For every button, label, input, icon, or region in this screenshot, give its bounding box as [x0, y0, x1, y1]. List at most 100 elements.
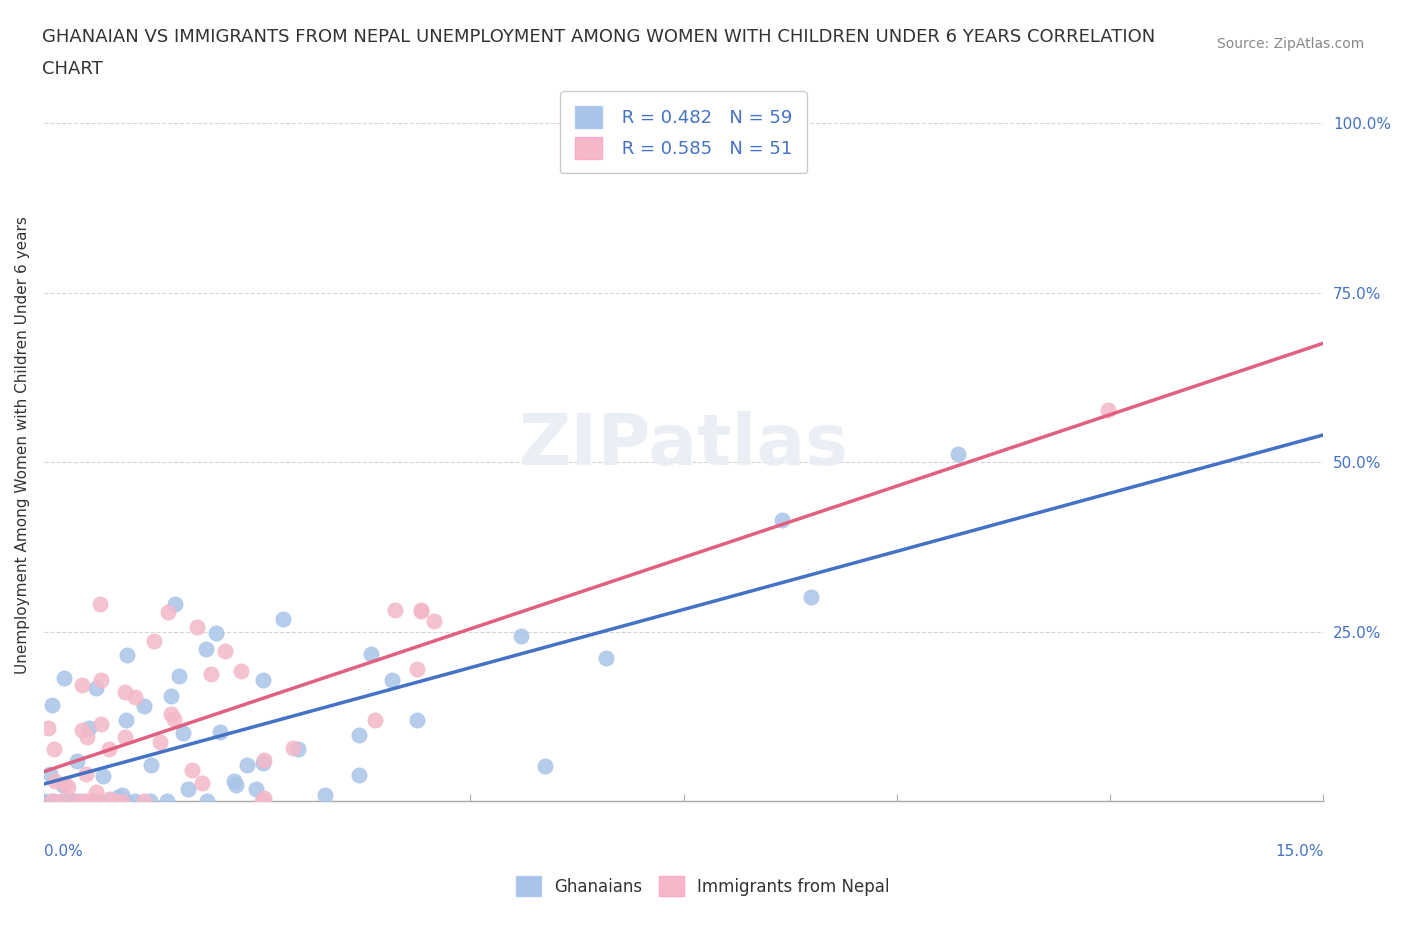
Point: [44, 774, 66, 789]
Point: [91, 768, 114, 783]
Point: [595, 650, 617, 665]
Point: [49, 794, 72, 809]
Point: [252, 755, 274, 770]
Point: [107, 790, 129, 804]
Point: [82, 794, 104, 809]
Legend:  R = 0.482   N = 59,  R = 0.585   N = 51: R = 0.482 N = 59, R = 0.585 N = 51: [560, 91, 807, 173]
Point: [347, 728, 370, 743]
Point: [167, 669, 190, 684]
Point: [115, 647, 138, 662]
Point: [114, 684, 136, 699]
Point: [114, 794, 136, 809]
Point: [63, 794, 86, 809]
Point: [111, 794, 134, 809]
Text: CHART: CHART: [42, 60, 103, 78]
Point: [90, 716, 112, 731]
Point: [253, 752, 276, 767]
Point: [783, 116, 806, 131]
Point: [225, 777, 247, 792]
Point: [42, 794, 65, 809]
Point: [124, 689, 146, 704]
Point: [380, 672, 402, 687]
Point: [72, 677, 94, 692]
Point: [409, 604, 432, 618]
Point: [132, 698, 155, 713]
Point: [37, 721, 59, 736]
Point: [163, 711, 186, 726]
Point: [800, 590, 823, 604]
Point: [76, 729, 98, 744]
Point: [111, 788, 134, 803]
Point: [384, 603, 406, 618]
Point: [44, 741, 66, 756]
Point: [360, 646, 382, 661]
Point: [186, 619, 208, 634]
Point: [70, 723, 93, 737]
Point: [39, 794, 62, 809]
Point: [406, 712, 429, 727]
Point: [245, 782, 267, 797]
Point: [141, 757, 163, 772]
Point: [214, 644, 236, 658]
Point: [222, 773, 245, 788]
Point: [98, 742, 121, 757]
Point: [287, 742, 309, 757]
Text: ZIPatlas: ZIPatlas: [519, 411, 849, 480]
Point: [205, 625, 228, 640]
Point: [177, 781, 200, 796]
Point: [124, 794, 146, 809]
Point: [80, 794, 103, 809]
Point: [142, 633, 165, 648]
Legend: Ghanaians, Immigrants from Nepal: Ghanaians, Immigrants from Nepal: [509, 870, 897, 903]
Point: [32, 794, 55, 809]
Point: [83, 794, 105, 809]
Point: [281, 741, 304, 756]
Text: Source: ZipAtlas.com: Source: ZipAtlas.com: [1216, 37, 1364, 51]
Point: [156, 794, 179, 809]
Point: [181, 763, 204, 777]
Point: [194, 641, 217, 656]
Point: [347, 768, 370, 783]
Point: [253, 790, 276, 805]
Point: [948, 446, 970, 461]
Point: [90, 672, 112, 687]
Point: [191, 776, 214, 790]
Point: [165, 596, 187, 611]
Point: [510, 629, 533, 644]
Text: GHANAIAN VS IMMIGRANTS FROM NEPAL UNEMPLOYMENT AMONG WOMEN WITH CHILDREN UNDER 6: GHANAIAN VS IMMIGRANTS FROM NEPAL UNEMPL…: [42, 28, 1156, 46]
Point: [160, 689, 183, 704]
Point: [84, 681, 107, 696]
Point: [98, 791, 121, 806]
Point: [363, 712, 385, 727]
Point: [86, 794, 108, 809]
Point: [172, 725, 194, 740]
Point: [1097, 402, 1119, 417]
Point: [52, 671, 75, 685]
Point: [114, 730, 136, 745]
Point: [139, 794, 162, 809]
Point: [314, 788, 336, 803]
Y-axis label: Unemployment Among Women with Children Under 6 years: Unemployment Among Women with Children U…: [15, 217, 30, 674]
Point: [84, 784, 107, 799]
Point: [534, 759, 557, 774]
Point: [200, 667, 222, 682]
Point: [56, 794, 79, 809]
Point: [41, 794, 63, 809]
Point: [75, 767, 97, 782]
Point: [132, 794, 155, 809]
Point: [76, 794, 98, 809]
Point: [39, 766, 62, 781]
Point: [89, 596, 111, 611]
Point: [115, 712, 138, 727]
Point: [73, 794, 96, 809]
Point: [41, 698, 63, 712]
Point: [160, 707, 183, 722]
Point: [250, 794, 273, 809]
Point: [770, 512, 793, 527]
Point: [252, 673, 274, 688]
Point: [98, 794, 121, 809]
Point: [422, 614, 444, 629]
Point: [235, 758, 257, 773]
Point: [411, 603, 433, 618]
Point: [406, 662, 429, 677]
